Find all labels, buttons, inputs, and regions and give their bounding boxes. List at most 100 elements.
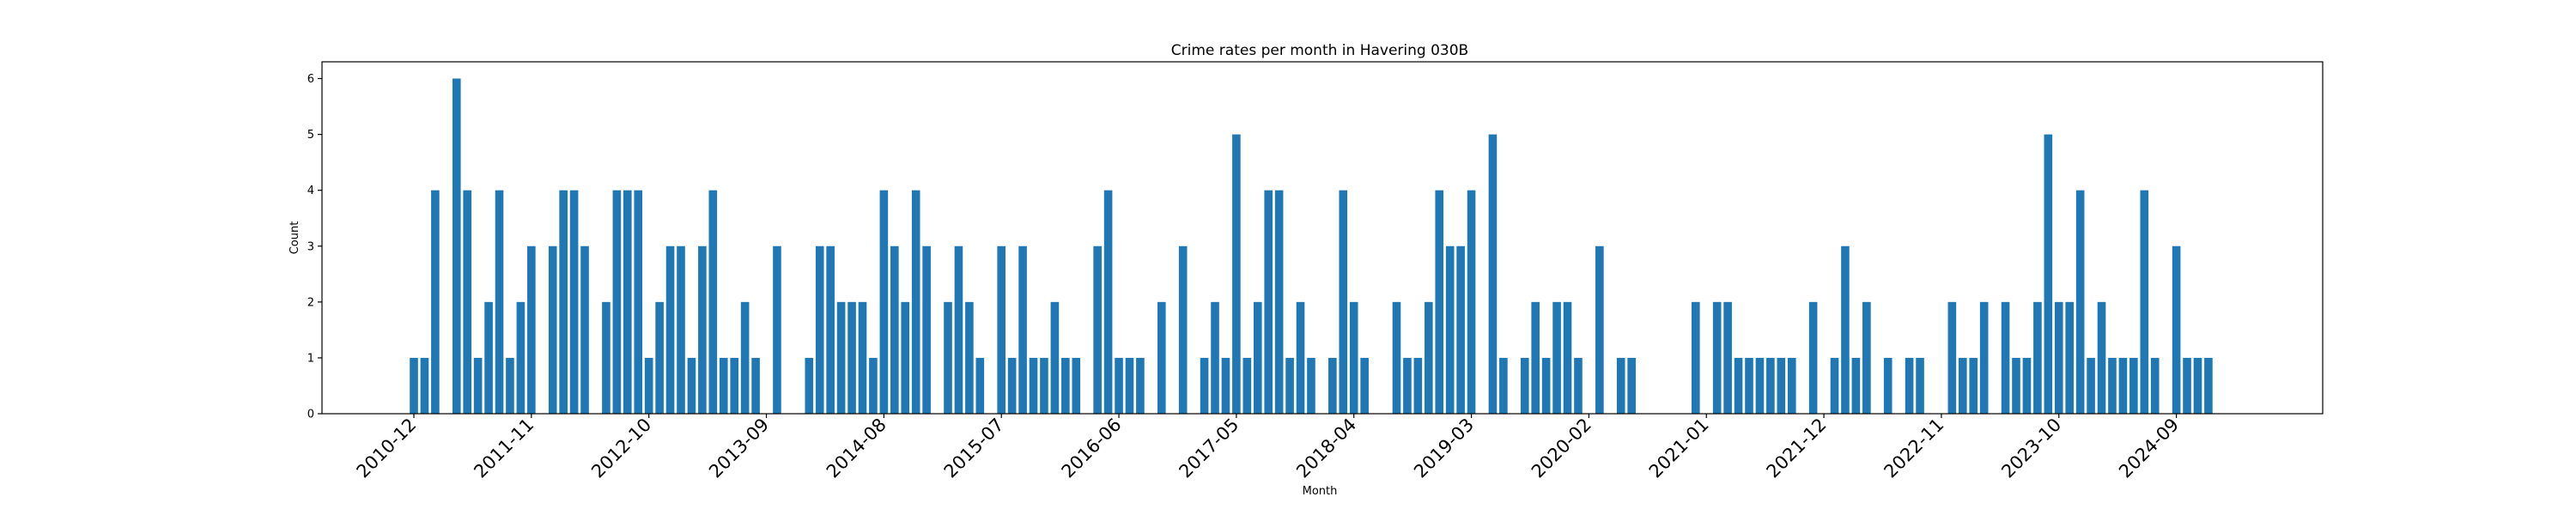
- x-tick-label: 2011-11: [470, 415, 538, 482]
- bar-2017-09: [1274, 190, 1284, 414]
- bar-2023-11: [2065, 301, 2074, 414]
- bar-2011-05: [463, 190, 471, 414]
- bar-2017-04: [1221, 357, 1230, 414]
- bar-2023-06: [2012, 357, 2020, 414]
- bar-2015-04: [965, 301, 974, 414]
- bar-2012-03: [569, 190, 579, 414]
- bar-2015-09: [1018, 245, 1027, 414]
- y-tick-label: 4: [307, 185, 314, 197]
- bar-2023-01: [1959, 357, 1967, 414]
- y-axis-ticks: 0 1 2 3 4 5 6: [307, 73, 322, 421]
- bar-2017-12: [1307, 357, 1315, 414]
- x-tick-label: 2021-12: [1763, 415, 1831, 482]
- bar-2021-04: [1734, 357, 1743, 414]
- bar-2021-09: [1787, 357, 1796, 414]
- bar-2020-12: [1692, 301, 1700, 414]
- bar-2014-04: [836, 301, 846, 414]
- bar-2019-06: [1499, 357, 1508, 414]
- bar-2016-02: [1072, 357, 1081, 414]
- bar-2011-07: [484, 301, 493, 414]
- bar-2024-07: [2150, 357, 2160, 414]
- bar-2024-02: [2097, 301, 2106, 414]
- bar-2013-02: [687, 357, 696, 414]
- x-tick-label: 2019-03: [1410, 415, 1478, 482]
- bar-2021-02: [1712, 301, 1722, 414]
- bar-2011-09: [506, 357, 514, 414]
- bar-2020-05: [1616, 357, 1625, 414]
- bar-2018-09: [1403, 357, 1412, 414]
- bar-2024-06: [2140, 190, 2149, 414]
- bar-2024-04: [2118, 357, 2128, 414]
- bar-2017-06: [1242, 357, 1252, 414]
- bar-2013-06: [730, 357, 738, 414]
- bar-2024-05: [2129, 357, 2138, 414]
- bar-2020-06: [1627, 357, 1636, 414]
- bar-2021-03: [1723, 301, 1732, 414]
- y-tick-label: 6: [307, 73, 314, 86]
- bar-2024-12: [2204, 357, 2213, 414]
- y-tick-label: 3: [307, 240, 314, 253]
- bar-2015-10: [1029, 357, 1038, 414]
- bar-2022-03: [1851, 357, 1861, 414]
- bar-2012-07: [612, 190, 622, 414]
- chart-title: Crime rates per month in Havering 030B: [1171, 42, 1468, 59]
- bar-2011-06: [473, 357, 483, 414]
- bar-2018-11: [1425, 301, 1433, 414]
- bar-2016-10: [1157, 301, 1166, 414]
- y-tick-label: 0: [307, 409, 314, 421]
- bar-2017-08: [1264, 190, 1273, 414]
- x-tick-label: 2023-10: [1997, 415, 2065, 482]
- bar-2011-10: [516, 301, 526, 414]
- bar-2011-01: [420, 357, 429, 414]
- bar-2017-07: [1253, 301, 1262, 414]
- x-tick-label: 2024-09: [2115, 415, 2183, 482]
- bar-2019-02: [1456, 245, 1465, 414]
- bar-2014-10: [901, 301, 910, 414]
- bar-2011-11: [527, 245, 536, 414]
- plot-area-frame: [321, 61, 2324, 415]
- bar-2019-01: [1445, 245, 1455, 414]
- bar-2019-05: [1488, 134, 1498, 414]
- x-tick-label: 2013-09: [705, 415, 773, 482]
- bar-2022-06: [1883, 357, 1893, 414]
- bar-2015-02: [944, 301, 952, 414]
- bar-2022-01: [1830, 357, 1839, 414]
- bar-2015-11: [1040, 357, 1048, 414]
- bar-2012-10: [644, 357, 653, 414]
- bar-2012-04: [580, 245, 589, 414]
- bar-2018-03: [1339, 190, 1348, 414]
- y-tick-label: 2: [307, 296, 314, 309]
- bar-2015-03: [954, 245, 963, 414]
- bar-2022-02: [1841, 245, 1850, 414]
- bar-2020-01: [1574, 357, 1583, 414]
- bar-2017-05: [1232, 134, 1241, 414]
- bar-2012-09: [634, 190, 643, 414]
- bar-2024-03: [2108, 357, 2117, 414]
- bar-2022-12: [1947, 301, 1957, 414]
- bar-2017-11: [1296, 301, 1305, 414]
- bar-2018-10: [1413, 357, 1423, 414]
- bar-2016-05: [1103, 190, 1113, 414]
- bar-2018-05: [1360, 357, 1369, 414]
- bar-2016-12: [1178, 245, 1188, 414]
- bar-2023-02: [1969, 357, 1978, 414]
- bar-2019-09: [1531, 301, 1540, 414]
- bar-2012-02: [559, 190, 568, 414]
- bar-2018-12: [1435, 190, 1444, 414]
- y-tick-label: 5: [307, 129, 314, 142]
- bar-2021-05: [1745, 357, 1753, 414]
- bar-2014-12: [922, 245, 931, 414]
- bar-2021-07: [1766, 357, 1775, 414]
- bar-2012-06: [602, 301, 611, 414]
- bar-2023-12: [2075, 190, 2085, 414]
- bar-2015-05: [975, 357, 985, 414]
- bar-2022-04: [1862, 301, 1871, 414]
- x-tick-label: 2020-02: [1528, 415, 1595, 482]
- bar-2013-03: [698, 245, 707, 414]
- x-tick-label: 2015-07: [940, 415, 1008, 482]
- bar-2018-08: [1392, 301, 1401, 414]
- bar-2019-08: [1520, 357, 1529, 414]
- bar-2019-03: [1467, 190, 1476, 414]
- bar-series: [410, 78, 2213, 415]
